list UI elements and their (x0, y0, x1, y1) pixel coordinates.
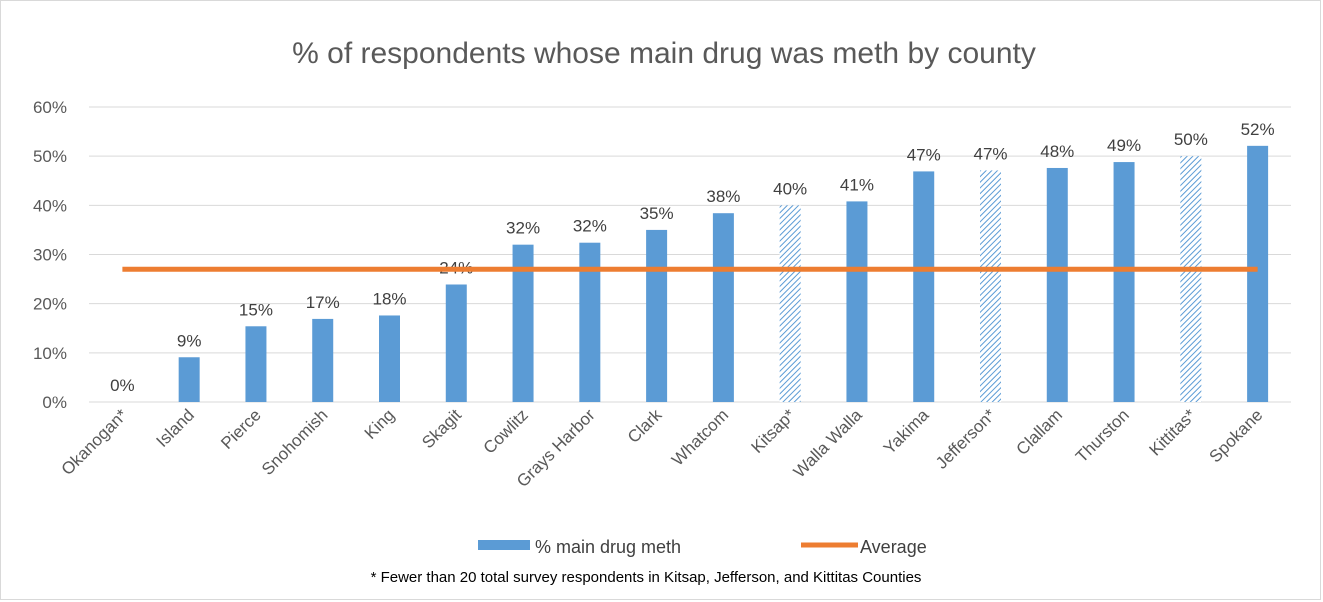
category-label: Walla Walla (790, 405, 866, 481)
y-tick-label: 50% (33, 147, 67, 166)
bar-walla-walla (846, 201, 868, 402)
bar-jefferson (980, 170, 1001, 402)
legend: % main drug meth Average (478, 537, 927, 557)
y-tick-label: 0% (42, 393, 67, 412)
y-tick-label: 40% (33, 196, 67, 215)
y-tick-label: 20% (33, 295, 67, 314)
y-axis-ticks: 0% 10% 20% 30% 40% 50% 60% (33, 98, 67, 412)
bars (178, 145, 1269, 402)
data-label: 18% (372, 289, 406, 308)
footnote: * Fewer than 20 total survey respondents… (371, 569, 922, 586)
data-label: 17% (306, 293, 340, 312)
bar-clark (646, 229, 668, 402)
category-label: Snohomish (258, 405, 332, 479)
data-label: 47% (973, 144, 1007, 163)
category-label: Yakima (880, 405, 933, 458)
y-tick-label: 30% (33, 246, 67, 265)
bar-island (178, 357, 200, 402)
category-label: Clark (624, 405, 666, 447)
bar-clallam (1046, 167, 1068, 402)
data-label: 49% (1107, 136, 1141, 155)
bar-skagit (445, 284, 467, 402)
category-label: Pierce (217, 405, 265, 453)
bar-pierce (245, 326, 267, 402)
chart-title: % of respondents whose main drug was met… (292, 37, 1036, 70)
gridlines (89, 106, 1291, 403)
category-label: Cowlitz (480, 405, 532, 457)
bar-yakima (913, 171, 935, 402)
data-label: 32% (573, 217, 607, 236)
data-label: 41% (840, 175, 874, 194)
category-label: Spokane (1206, 405, 1267, 466)
y-tick-label: 10% (33, 344, 67, 363)
category-label: Thurston (1072, 405, 1133, 466)
y-tick-label: 60% (33, 98, 67, 117)
data-label: 50% (1174, 130, 1208, 149)
data-label: 9% (177, 331, 202, 350)
category-label: Whatcom (668, 405, 732, 469)
bar-thurston (1113, 162, 1135, 402)
category-label: Okanogan* (58, 405, 132, 479)
data-label: 32% (506, 219, 540, 238)
bar-spokane (1247, 145, 1269, 402)
bar-kitsap (779, 205, 801, 402)
bar-whatcom (712, 213, 734, 402)
data-label: 40% (773, 179, 807, 198)
data-label: 15% (239, 300, 273, 319)
category-label: Clallam (1013, 405, 1067, 459)
data-label: 38% (706, 187, 740, 206)
data-label: 52% (1241, 120, 1275, 139)
bar-snohomish (312, 318, 334, 402)
bar-king (379, 315, 400, 402)
category-label: Island (152, 405, 198, 451)
category-label: Kitsap* (747, 405, 799, 457)
legend-swatch-bar (478, 540, 530, 550)
category-label: Kittitas* (1145, 405, 1199, 459)
data-labels: 0%9%15%17%18%24%32%32%35%38%40%41%47%47%… (110, 120, 1275, 395)
category-label: Skagit (418, 405, 465, 452)
category-label: Jefferson* (932, 405, 1000, 473)
data-label: 48% (1040, 142, 1074, 161)
bar-cowlitz (512, 244, 534, 402)
data-label: 47% (907, 145, 941, 164)
data-label: 0% (110, 376, 135, 395)
legend-label-line: Average (860, 537, 927, 557)
bar-kittitas (1180, 156, 1202, 402)
legend-label-bar: % main drug meth (535, 537, 681, 557)
data-label: 35% (640, 204, 674, 223)
category-label: King (361, 405, 398, 442)
bar-grays-harbor (579, 242, 601, 402)
